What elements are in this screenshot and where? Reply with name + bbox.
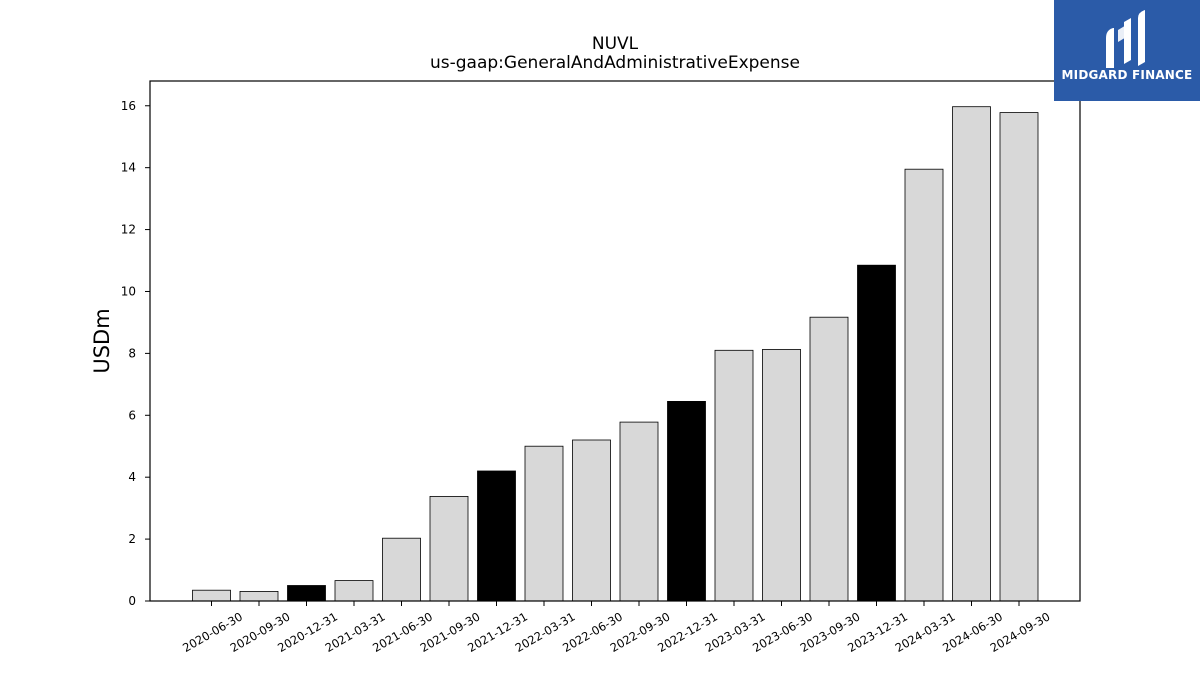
y-tick-label: 12 <box>121 223 136 237</box>
y-tick-label: 8 <box>128 346 136 360</box>
midgard-logo-icon <box>1106 10 1145 68</box>
bar-2020-09-30 <box>239 591 279 602</box>
bar-2024-06-30 <box>952 106 991 602</box>
y-tick-label: 14 <box>121 161 136 175</box>
bar-2022-09-30 <box>619 421 659 602</box>
bar-2022-12-31 <box>667 400 706 602</box>
y-tick-label: 4 <box>128 470 136 484</box>
bar-2022-06-30 <box>572 439 611 602</box>
bar-2021-12-31 <box>477 470 516 602</box>
chart-subtitle: us-gaap:GeneralAndAdministrativeExpense <box>430 53 800 73</box>
bar-2021-09-30 <box>429 495 469 602</box>
y-axis-ticks: 0 2 4 6 8 10 12 14 16 <box>121 99 150 608</box>
bars-group <box>192 106 1039 602</box>
bar-2022-03-31 <box>524 445 564 602</box>
y-tick-label: 10 <box>121 284 136 298</box>
bar-2023-12-31 <box>857 264 896 602</box>
bar-2023-09-30 <box>809 316 849 602</box>
bar-2020-12-31 <box>287 585 326 602</box>
bar-2020-06-30 <box>192 589 231 602</box>
bar-2021-06-30 <box>382 537 421 602</box>
brand-name: MIDGARD FINANCE <box>1061 68 1193 82</box>
brand-logo: MIDGARD FINANCE <box>1054 0 1200 101</box>
y-tick-label: 0 <box>128 594 136 608</box>
y-axis-label: USDm <box>90 308 114 373</box>
bar-2024-03-31 <box>904 168 944 602</box>
plot-frame <box>149 80 1081 602</box>
chart-title: NUVL <box>592 34 639 54</box>
y-tick-label: 2 <box>128 532 136 546</box>
bar-2021-03-31 <box>334 580 374 602</box>
x-axis-ticks: 2020-06-302020-09-302020-12-312021-03-31… <box>180 601 1053 655</box>
y-tick-label: 6 <box>128 408 136 422</box>
bar-2023-03-31 <box>714 349 754 602</box>
bar-2023-06-30 <box>762 348 801 602</box>
bar-2024-09-30 <box>999 112 1039 602</box>
y-tick-label: 16 <box>121 99 136 113</box>
